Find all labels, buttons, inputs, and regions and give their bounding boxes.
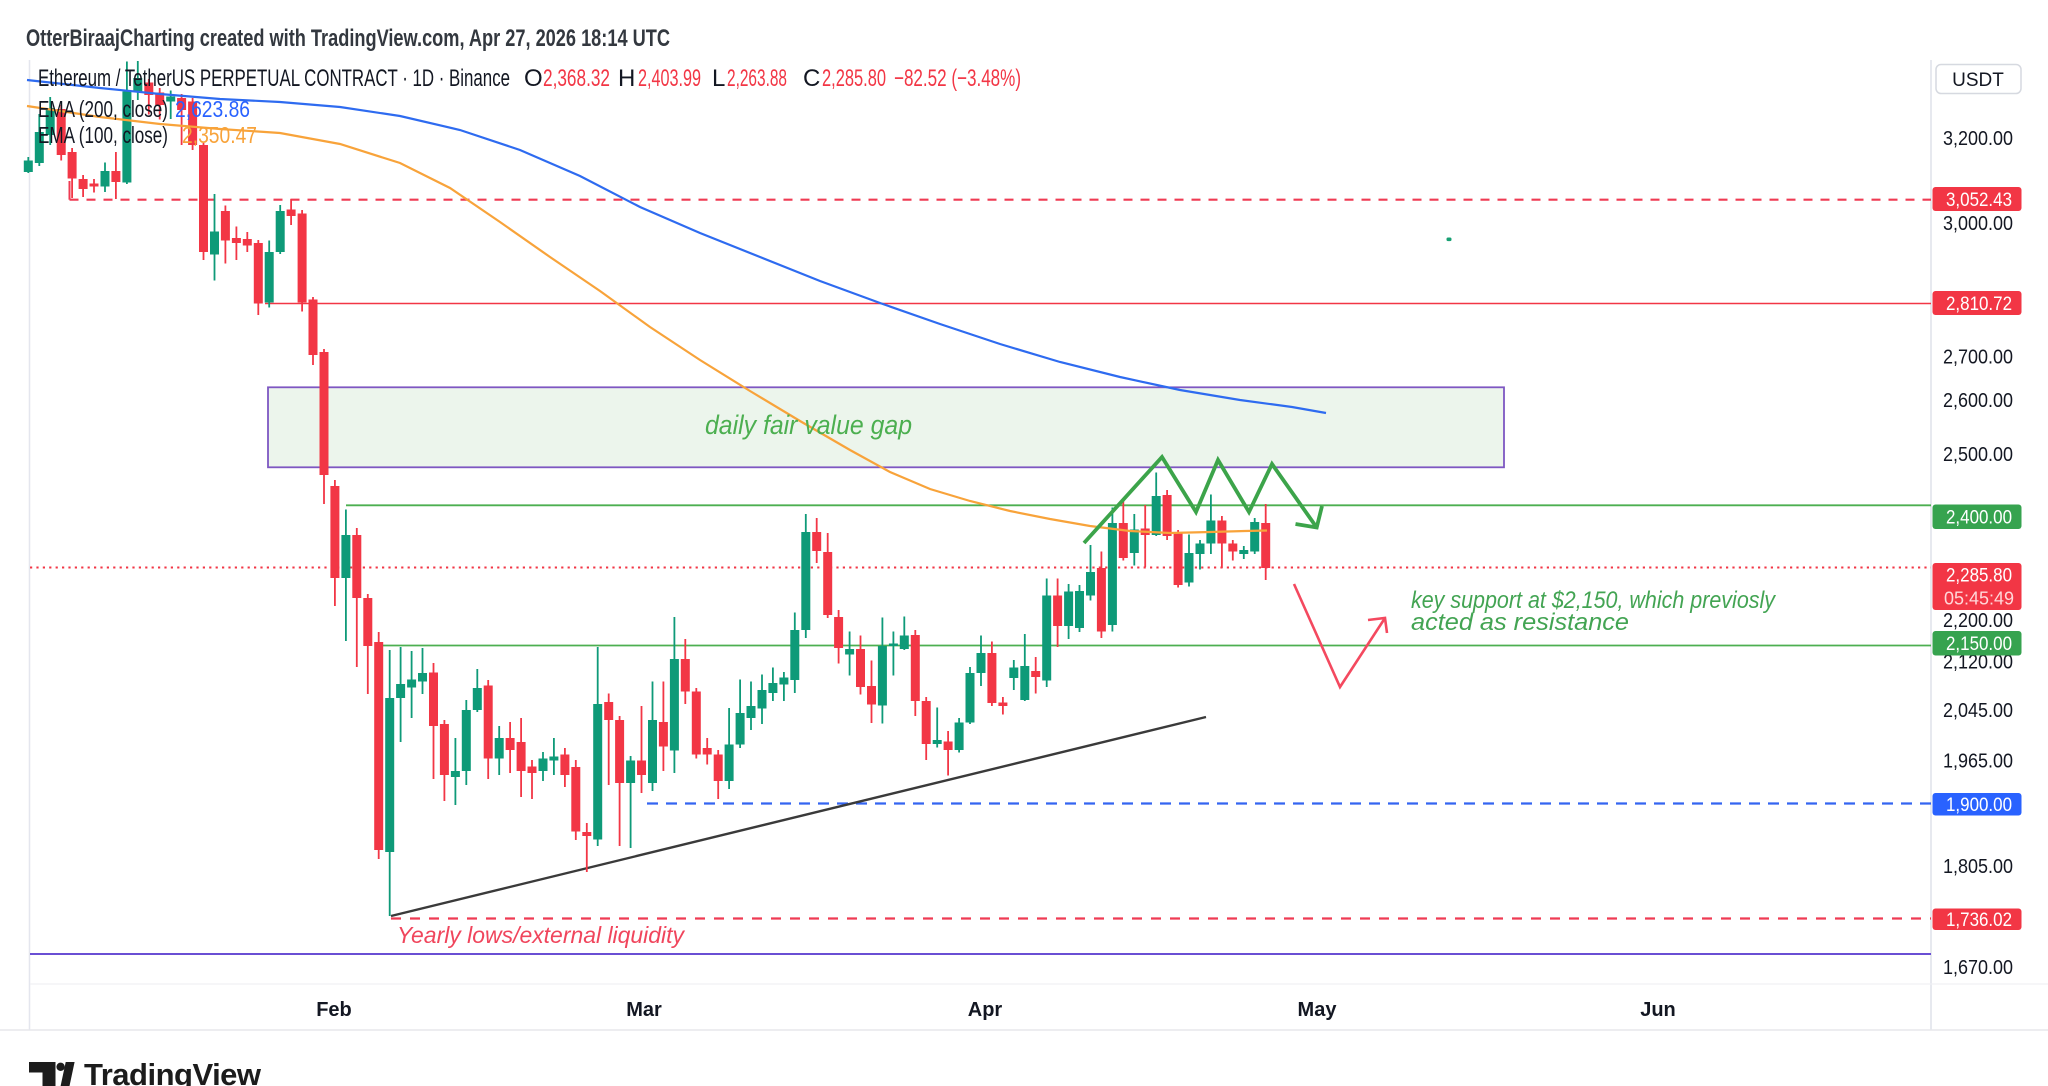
svg-text:1,805.00: 1,805.00 — [1943, 856, 2013, 878]
svg-text:1,900.00: 1,900.00 — [1946, 795, 2012, 816]
svg-text:2,285.80: 2,285.80 — [1946, 566, 2012, 587]
svg-text:L: L — [712, 65, 725, 92]
svg-text:H: H — [618, 65, 635, 92]
svg-text:05:45:49: 05:45:49 — [1944, 589, 2014, 609]
svg-text:acted as resistance: acted as resistance — [1411, 609, 1629, 636]
svg-text:May: May — [1298, 999, 1338, 1021]
svg-text:Jun: Jun — [1640, 999, 1676, 1021]
svg-text:2,403.99: 2,403.99 — [638, 65, 701, 92]
svg-text:1,965.00: 1,965.00 — [1943, 751, 2013, 773]
svg-text:daily fair value gap: daily fair value gap — [705, 410, 912, 440]
svg-text:3,052.43: 3,052.43 — [1946, 190, 2012, 211]
svg-text:key support at $2,150, which p: key support at $2,150, which previosly — [1411, 587, 1777, 614]
svg-text:2,600.00: 2,600.00 — [1943, 390, 2013, 412]
svg-text:EMA (100, close): EMA (100, close) — [38, 122, 168, 148]
svg-text:TradingView: TradingView — [84, 1057, 262, 1086]
svg-text:2,150.00: 2,150.00 — [1946, 634, 2012, 655]
svg-text:Apr: Apr — [968, 999, 1003, 1021]
svg-text:O: O — [524, 65, 543, 92]
svg-text:Ethereum / TetherUS PERPETUAL: Ethereum / TetherUS PERPETUAL CONTRACT ·… — [38, 65, 510, 92]
svg-text:1,736.02: 1,736.02 — [1946, 910, 2012, 931]
svg-text:2,810.72: 2,810.72 — [1946, 294, 2012, 315]
svg-text:C: C — [803, 65, 820, 92]
svg-text:−82.52 (−3.48%): −82.52 (−3.48%) — [894, 65, 1021, 92]
svg-text:2,285.80: 2,285.80 — [822, 65, 886, 92]
svg-text:3,000.00: 3,000.00 — [1943, 213, 2013, 235]
svg-text:2,700.00: 2,700.00 — [1943, 347, 2013, 369]
svg-text:1,670.00: 1,670.00 — [1943, 957, 2013, 979]
svg-text:3,200.00: 3,200.00 — [1943, 128, 2013, 150]
svg-text:2,368.32: 2,368.32 — [543, 65, 610, 92]
svg-text:OtterBiraajCharting created wi: OtterBiraajCharting created with Trading… — [26, 25, 670, 52]
svg-text:EMA (200, close): EMA (200, close) — [38, 96, 168, 122]
svg-text:2,200.00: 2,200.00 — [1943, 610, 2013, 632]
svg-text:Yearly lows/external liquidity: Yearly lows/external liquidity — [397, 922, 685, 948]
svg-text:2,120.00: 2,120.00 — [1943, 652, 2013, 674]
svg-text:2,350.47: 2,350.47 — [182, 122, 257, 148]
svg-text:2,045.00: 2,045.00 — [1943, 700, 2013, 722]
svg-text:Feb: Feb — [316, 999, 352, 1021]
svg-text:2,623.86: 2,623.86 — [175, 96, 250, 122]
svg-text:2,263.88: 2,263.88 — [727, 65, 787, 92]
svg-text:2,500.00: 2,500.00 — [1943, 444, 2013, 466]
svg-text:2,400.00: 2,400.00 — [1946, 508, 2012, 529]
svg-text:USDT: USDT — [1952, 70, 2004, 91]
svg-text:Mar: Mar — [626, 999, 662, 1021]
